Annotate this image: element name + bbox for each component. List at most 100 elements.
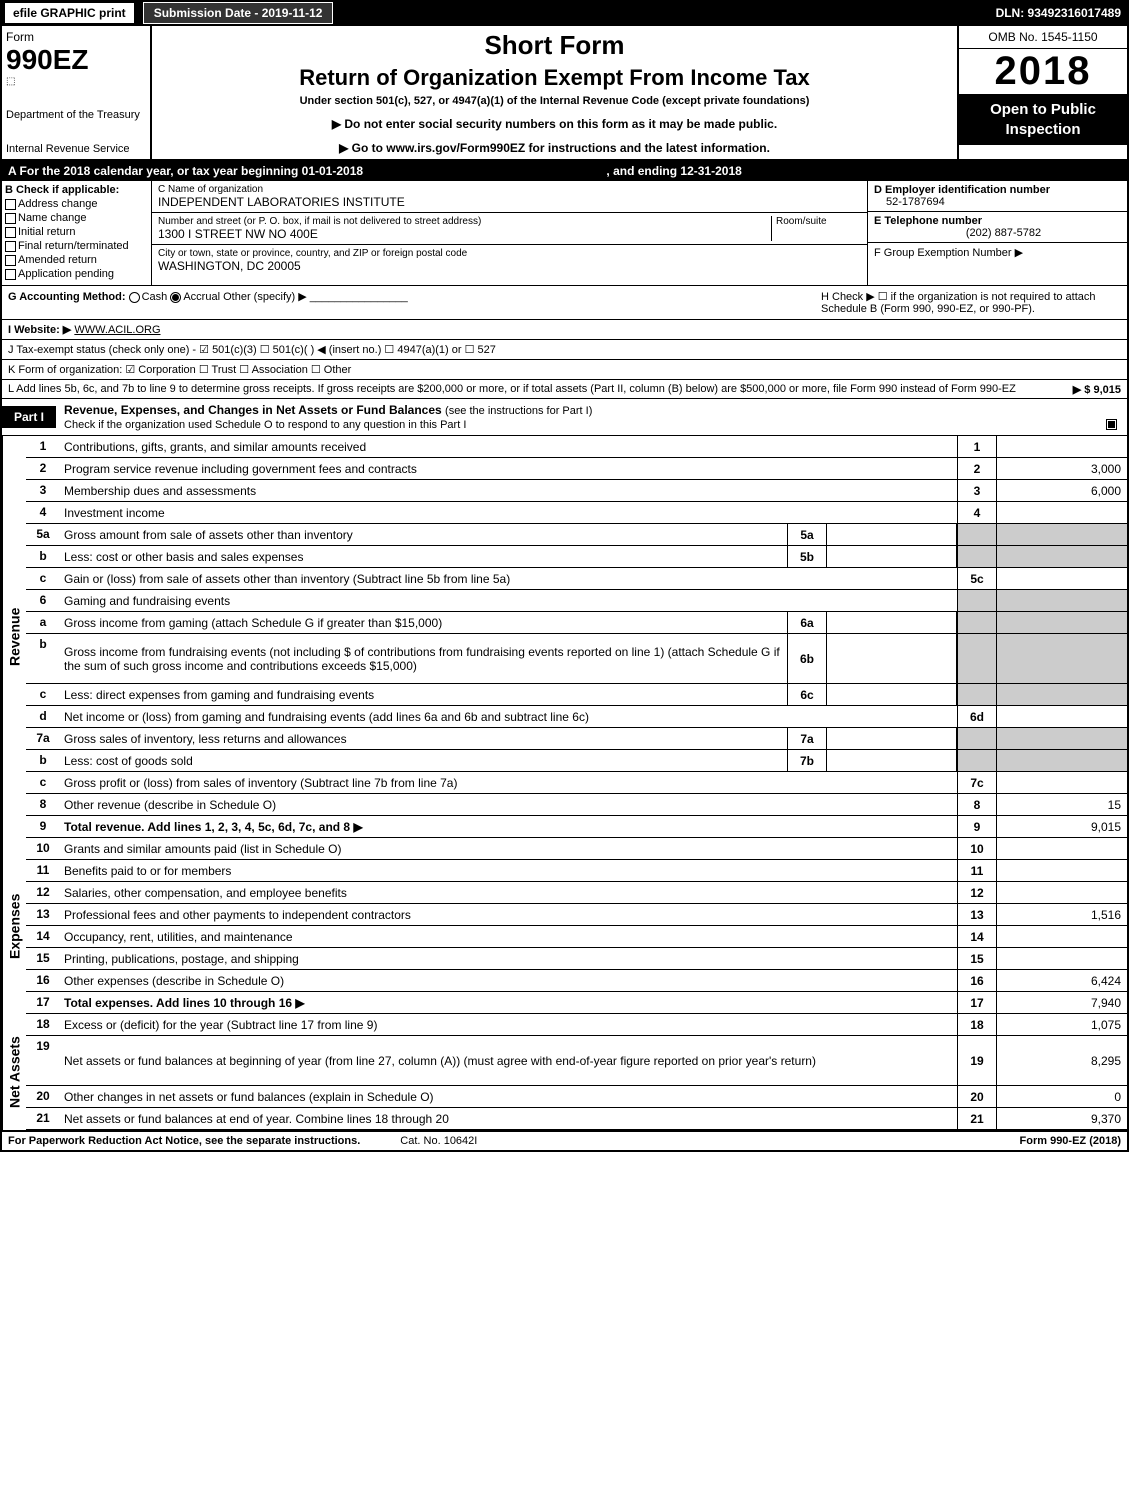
subtitle: Under section 501(c), 527, or 4947(a)(1)… [156,95,953,107]
line-box-val: 9,370 [997,1108,1127,1129]
line-desc: Contributions, gifts, grants, and simila… [60,436,957,457]
line-desc: Less: cost or other basis and sales expe… [60,546,787,567]
line-num: 20 [26,1086,60,1107]
box-c: C Name of organization INDEPENDENT LABOR… [152,181,867,285]
line-desc: Occupancy, rent, utilities, and maintena… [60,926,957,947]
line-box-val [997,568,1127,589]
line-row-5a: 5aGross amount from sale of assets other… [26,524,1127,546]
line-box-val [997,948,1127,969]
line-num: 5a [26,524,60,545]
website-value[interactable]: WWW.ACIL.ORG [74,324,160,336]
dept-treasury: Department of the Treasury [6,109,146,121]
row-k: K Form of organization: ☑ Corporation ☐ … [0,360,1129,380]
line-box-val [997,882,1127,903]
box-h: H Check ▶ ☐ if the organization is not r… [821,290,1121,315]
line-box-val: 1,516 [997,904,1127,925]
cb-initial-return[interactable]: Initial return [5,226,148,238]
tax-period-row: A For the 2018 calendar year, or tax yea… [0,161,1129,181]
revenue-section: Revenue 1Contributions, gifts, grants, a… [0,436,1129,838]
radio-cash[interactable] [129,292,140,303]
line-box-val: 6,000 [997,480,1127,501]
line-row-9: 9Total revenue. Add lines 1, 2, 3, 4, 5c… [26,816,1127,838]
line-box-num: 1 [957,436,997,457]
line-box-val: 0 [997,1086,1127,1107]
sub-line-val [827,524,957,545]
line-desc: Program service revenue including govern… [60,458,957,479]
cb-amended-return[interactable]: Amended return [5,254,148,266]
line-desc: Grants and similar amounts paid (list in… [60,838,957,859]
line-num: 2 [26,458,60,479]
line-num: 14 [26,926,60,947]
sub-line-num: 5b [787,546,827,567]
part-1-schedule-o-checkbox[interactable] [1106,419,1117,430]
line-num: c [26,684,60,705]
row-l: L Add lines 5b, 6c, and 7b to line 9 to … [0,380,1129,399]
line-box-num: 6d [957,706,997,727]
line-row-b: bLess: cost of goods sold7b [26,750,1127,772]
line-row-a: aGross income from gaming (attach Schedu… [26,612,1127,634]
line-box-num: 9 [957,816,997,837]
line-box-val [997,502,1127,523]
footer-left: For Paperwork Reduction Act Notice, see … [8,1135,360,1147]
room-label: Room/suite [776,216,861,227]
ssn-note: ▶ Do not enter social security numbers o… [156,117,953,131]
line-desc: Total revenue. Add lines 1, 2, 3, 4, 5c,… [60,816,957,837]
group-exemption-label: F Group Exemption Number ▶ [874,247,1023,259]
line-num: 21 [26,1108,60,1129]
line-num: 11 [26,860,60,881]
radio-accrual[interactable] [170,292,181,303]
line-desc: Membership dues and assessments [60,480,957,501]
sub-line-val [827,612,957,633]
line-row-14: 14Occupancy, rent, utilities, and mainte… [26,926,1127,948]
line-row-20: 20Other changes in net assets or fund ba… [26,1086,1127,1108]
part-1-title: Revenue, Expenses, and Changes in Net As… [64,403,442,417]
line-box-val: 1,075 [997,1014,1127,1035]
org-name-label: C Name of organization [158,184,861,195]
line-box-num: 10 [957,838,997,859]
link-note[interactable]: ▶ Go to www.irs.gov/Form990EZ for instru… [156,141,953,155]
end-val-grey [997,612,1127,633]
line-box-num: 12 [957,882,997,903]
line-desc: Gaming and fundraising events [60,590,957,611]
line-row-13: 13Professional fees and other payments t… [26,904,1127,926]
cb-application-pending[interactable]: Application pending [5,268,148,280]
end-num-grey [957,684,997,705]
addr-label: Number and street (or P. O. box, if mail… [158,216,771,227]
line-desc: Total expenses. Add lines 10 through 16 … [60,992,957,1013]
line-row-17: 17Total expenses. Add lines 10 through 1… [26,992,1127,1014]
line-desc: Professional fees and other payments to … [60,904,957,925]
line-row-2: 2Program service revenue including gover… [26,458,1127,480]
form-year: 2018 [959,49,1127,94]
line-num: 13 [26,904,60,925]
row-l-amount: ▶ $ 9,015 [1073,383,1121,396]
line-box-num: 21 [957,1108,997,1129]
netassets-label: Net Assets [2,1014,26,1130]
line-num: c [26,568,60,589]
part-1-tag: Part I [2,406,56,428]
irs-label: Internal Revenue Service [6,143,146,155]
addr-value: 1300 I STREET NW NO 400E [158,227,771,241]
cb-address-change[interactable]: Address change [5,198,148,210]
line-row-12: 12Salaries, other compensation, and empl… [26,882,1127,904]
line-row-1: 1Contributions, gifts, grants, and simil… [26,436,1127,458]
period-begin: A For the 2018 calendar year, or tax yea… [8,164,363,178]
line-row-c: cGross profit or (loss) from sales of in… [26,772,1127,794]
cb-final-return[interactable]: Final return/terminated [5,240,148,252]
accrual-label: Accrual [183,291,220,303]
box-b: B Check if applicable: Address change Na… [2,181,152,285]
end-num-grey [957,728,997,749]
line-row-4: 4Investment income4 [26,502,1127,524]
footer-catalog: Cat. No. 10642I [360,1135,1019,1147]
end-val-grey [997,684,1127,705]
line-box-num: 14 [957,926,997,947]
sub-line-num: 6a [787,612,827,633]
cb-name-change[interactable]: Name change [5,212,148,224]
line-box-val [997,860,1127,881]
cash-label: Cash [142,291,168,303]
line-desc: Other changes in net assets or fund bala… [60,1086,957,1107]
form-header: Form 990EZ ⬚ Department of the Treasury … [0,26,1129,161]
line-desc: Gross income from gaming (attach Schedul… [60,612,787,633]
line-box-val: 7,940 [997,992,1127,1013]
efile-print-button[interactable]: efile GRAPHIC print [4,2,135,24]
line-row-7a: 7aGross sales of inventory, less returns… [26,728,1127,750]
